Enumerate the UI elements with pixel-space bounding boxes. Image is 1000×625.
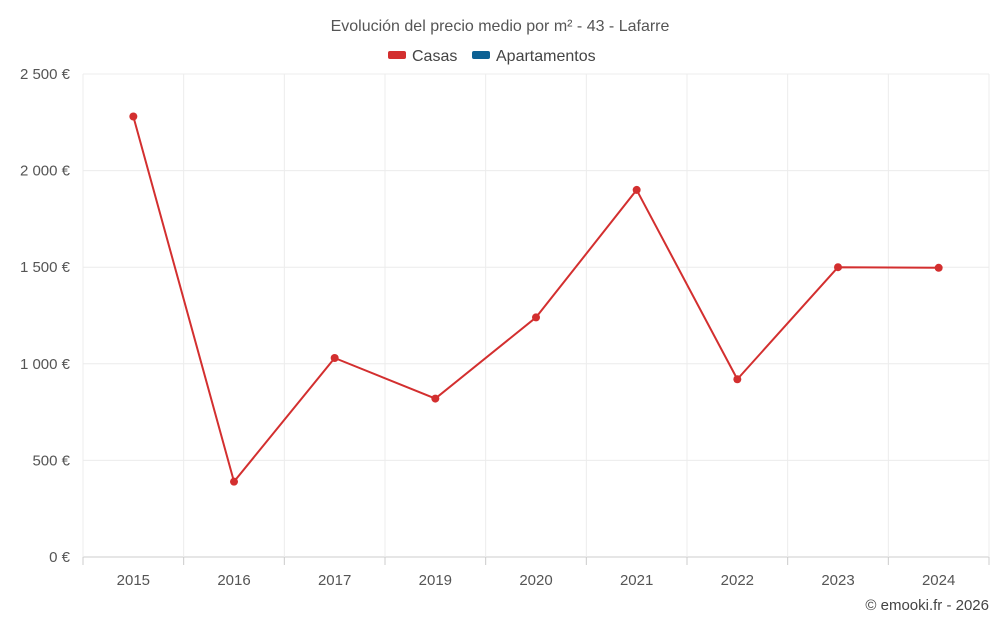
y-gridlines (83, 73, 989, 558)
y-axis-labels: 0 € 500 € 1 000 € 1 500 € 2 000 € 2 500 € (20, 66, 71, 566)
legend-swatch-casas (388, 51, 406, 59)
x-gridlines (82, 74, 990, 565)
legend: Casas Apartamentos (388, 48, 596, 65)
x-axis-labels: 2015 2016 2017 2019 2020 2021 2022 2023 2024 (117, 572, 956, 589)
credit-text: © emooki.fr - 2026 (865, 597, 989, 614)
y-tick-label: 1 500 € (20, 259, 71, 276)
chart-title: Evolución del precio medio por m² - 43 -… (331, 18, 670, 35)
legend-label-apartamentos: Apartamentos (496, 48, 596, 65)
y-tick-label: 2 000 € (20, 163, 71, 180)
data-point[interactable] (934, 263, 943, 272)
data-point[interactable] (632, 185, 641, 194)
y-tick-label: 500 € (32, 452, 70, 469)
x-tick-label: 2016 (217, 572, 250, 589)
data-point[interactable] (129, 112, 138, 121)
x-tick-label: 2017 (318, 572, 351, 589)
x-tick-label: 2019 (419, 572, 452, 589)
data-point[interactable] (532, 313, 540, 322)
y-tick-label: 0 € (49, 549, 71, 566)
data-point[interactable] (230, 477, 238, 486)
y-tick-label: 2 500 € (20, 66, 71, 83)
x-tick-label: 2021 (620, 572, 653, 589)
legend-swatch-apartamentos (472, 51, 490, 59)
data-point[interactable] (834, 263, 842, 272)
legend-label-casas: Casas (412, 48, 457, 65)
x-tick-label: 2020 (519, 572, 552, 589)
data-point[interactable] (431, 394, 440, 403)
data-point[interactable] (330, 354, 339, 363)
series-line-casas (132, 116, 939, 483)
x-tick-label: 2022 (721, 572, 754, 589)
legend-item-casas[interactable]: Casas (388, 48, 457, 65)
x-tick-label: 2024 (922, 572, 955, 589)
x-tick-label: 2015 (117, 572, 150, 589)
x-tick-label: 2023 (821, 572, 854, 589)
data-point[interactable] (733, 375, 742, 384)
series-layer (129, 112, 943, 486)
y-tick-label: 1 000 € (20, 356, 71, 373)
legend-item-apartamentos[interactable]: Apartamentos (472, 48, 596, 65)
